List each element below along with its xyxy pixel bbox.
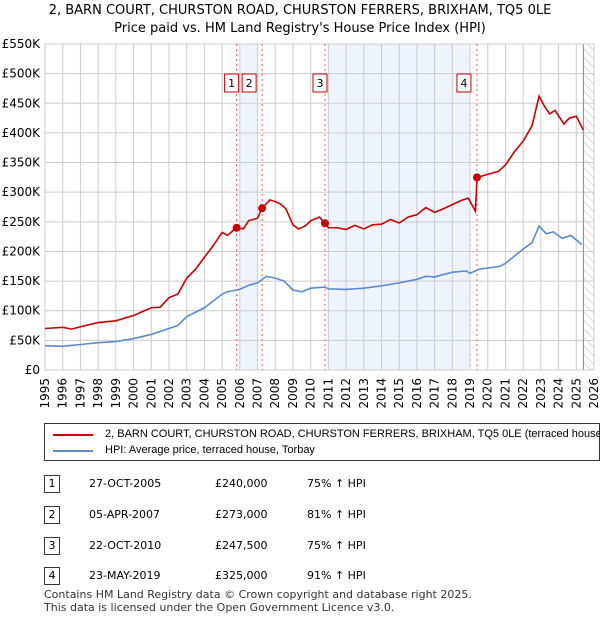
x-tick-label: 2006	[233, 378, 247, 409]
sale-date: 22-OCT-2010	[89, 539, 162, 552]
y-tick-label: £50K	[9, 333, 41, 347]
y-tick-label: £300K	[2, 185, 42, 199]
sale-label: 4	[460, 77, 467, 90]
x-tick-label: 1995	[38, 378, 52, 409]
x-tick-label: 2001	[144, 378, 158, 409]
forecast-hatch	[583, 44, 594, 370]
x-tick-label: 2022	[516, 378, 530, 409]
y-tick-label: £350K	[2, 156, 42, 170]
x-tick-label: 2002	[162, 378, 176, 409]
sale-date: 23-MAY-2019	[89, 569, 161, 582]
sale-label-box	[456, 73, 472, 93]
x-tick-label: 1998	[91, 378, 105, 409]
sale-hpi-change: 75% ↑ HPI	[307, 539, 366, 552]
legend-item-property: 2, BARN COURT, CHURSTON ROAD, CHURSTON F…	[53, 428, 600, 441]
sale-hpi-change: 75% ↑ HPI	[307, 477, 366, 490]
x-tick-label: 2017	[428, 378, 442, 409]
sale-point	[258, 204, 267, 213]
x-tick-label: 2020	[481, 378, 495, 409]
sale-price: £273,000	[215, 508, 268, 521]
y-tick-label: £200K	[2, 244, 42, 258]
chart-title: 2, BARN COURT, CHURSTON ROAD, CHURSTON F…	[48, 3, 552, 18]
sales-table-row: 3 22-OCT-2010 £247,500 75% ↑ HPI	[44, 537, 544, 555]
sale-number: 4	[44, 567, 60, 585]
x-tick-label: 2025	[569, 378, 583, 409]
x-tick-label: 2000	[127, 378, 141, 409]
sales-table-row: 4 23-MAY-2019 £325,000 91% ↑ HPI	[44, 567, 544, 585]
sale-price: £325,000	[215, 569, 268, 582]
x-tick-label: 2009	[286, 378, 300, 409]
sale-price: £240,000	[215, 477, 268, 490]
x-tick-label: 1996	[56, 378, 70, 409]
x-tick-label: 2008	[268, 378, 282, 409]
sale-label: 3	[316, 77, 323, 90]
x-tick-label: 2013	[357, 378, 371, 409]
sale-number: 3	[44, 537, 60, 555]
x-tick-label: 2021	[498, 378, 512, 409]
x-tick-label: 2003	[180, 378, 194, 409]
sale-label-box	[312, 73, 328, 93]
y-tick-label: £500K	[2, 67, 42, 81]
y-tick-label: £0	[25, 363, 40, 377]
y-tick-label: £400K	[2, 126, 42, 140]
sale-hpi-change: 81% ↑ HPI	[307, 508, 366, 521]
sale-label: 1	[228, 77, 235, 90]
sale-date: 27-OCT-2005	[89, 477, 162, 490]
sales-table-row: 2 05-APR-2007 £273,000 81% ↑ HPI	[44, 506, 544, 524]
y-tick-label: £150K	[2, 274, 42, 288]
x-tick-label: 2007	[251, 378, 265, 409]
y-tick-label: £100K	[2, 304, 42, 318]
x-tick-label: 2026	[587, 378, 600, 409]
x-tick-label: 2011	[321, 378, 335, 409]
sale-number: 2	[44, 506, 60, 524]
x-tick-label: 2023	[534, 378, 548, 409]
x-tick-label: 2012	[339, 378, 353, 409]
legend-label: 2, BARN COURT, CHURSTON ROAD, CHURSTON F…	[105, 428, 600, 440]
footer-line-1: Contains HM Land Registry data © Crown c…	[44, 588, 472, 601]
x-tick-label: 2018	[445, 378, 459, 409]
x-tick-label: 1999	[109, 378, 123, 409]
chart-subtitle: Price paid vs. HM Land Registry's House …	[114, 21, 486, 36]
y-tick-label: £250K	[2, 215, 42, 229]
x-tick-label: 2014	[374, 378, 388, 409]
sale-label: 2	[246, 77, 253, 90]
shaded-range	[239, 44, 258, 370]
sale-label-box	[224, 73, 240, 93]
sale-point	[232, 223, 241, 232]
sale-price: £247,500	[215, 539, 268, 552]
sale-date: 05-APR-2007	[89, 508, 161, 521]
legend-label: HPI: Average price, terraced house, Torb…	[105, 444, 315, 456]
sale-hpi-change: 91% ↑ HPI	[307, 569, 366, 582]
series-line-hpi	[44, 224, 583, 348]
series-line-property	[44, 93, 585, 330]
y-tick-label: £550K	[2, 37, 42, 51]
x-tick-label: 2005	[215, 378, 229, 409]
sale-label-box	[241, 73, 257, 93]
x-tick-label: 2015	[392, 378, 406, 409]
x-tick-label: 2004	[197, 378, 211, 409]
x-tick-label: 2010	[304, 378, 318, 409]
sale-point	[320, 219, 329, 228]
x-tick-label: 1997	[73, 378, 87, 409]
plot-area: £0 £50K £100K £150K £200K £250K £300K £350K £400…	[2, 37, 600, 409]
legend-item-hpi: HPI: Average price, terraced house, Torb…	[53, 444, 315, 457]
x-tick-label: 2016	[410, 378, 424, 409]
sales-table-row: 1 27-OCT-2005 £240,000 75% ↑ HPI	[44, 475, 544, 493]
legend: 2, BARN COURT, CHURSTON ROAD, CHURSTON F…	[44, 423, 600, 461]
x-tick-label: 2019	[463, 378, 477, 409]
x-tick-label: 2024	[552, 378, 566, 409]
plot-border	[44, 43, 595, 371]
sale-point	[472, 173, 481, 182]
y-tick-label: £450K	[2, 96, 42, 110]
sale-number: 1	[44, 475, 60, 493]
footer-line-2: This data is licensed under the Open Gov…	[44, 601, 395, 614]
